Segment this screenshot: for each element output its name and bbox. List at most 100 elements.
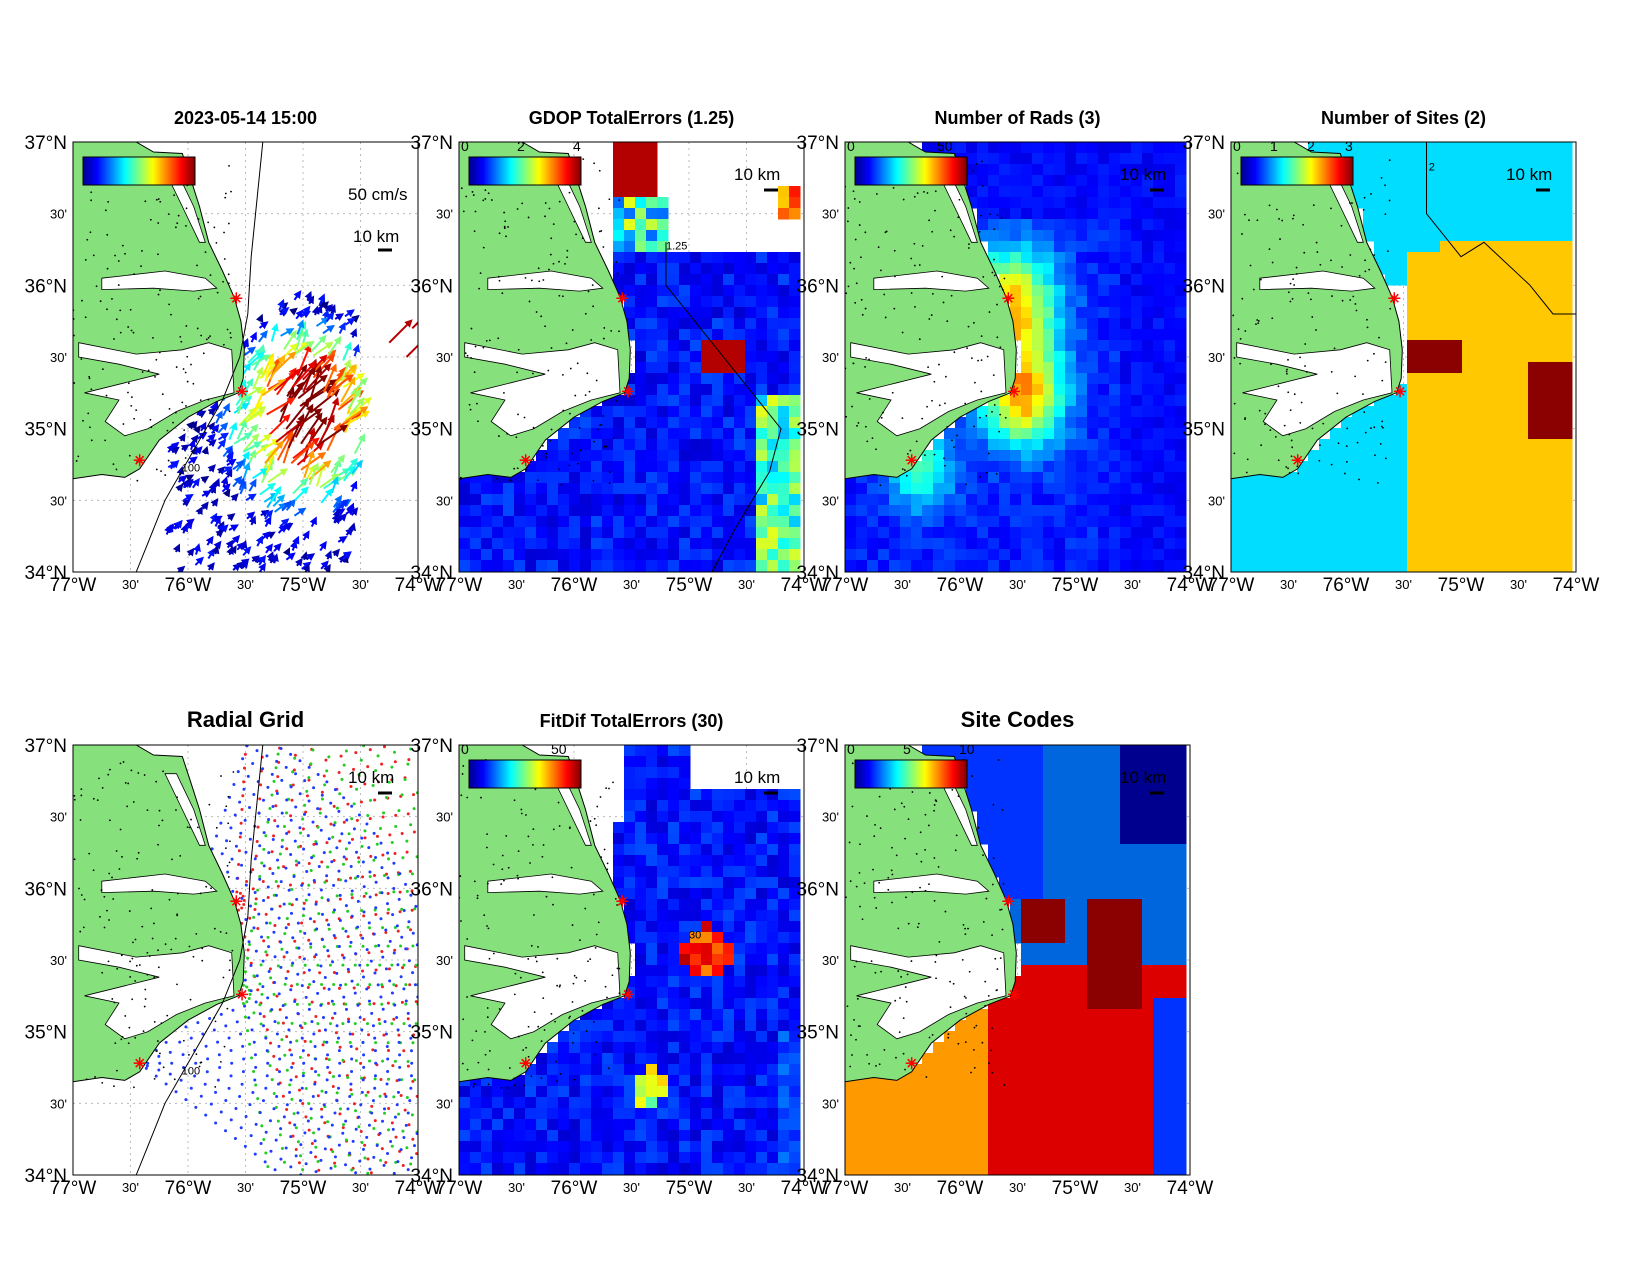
y-tick-label: 37°N: [1183, 133, 1225, 154]
colorbar-gradient: [854, 759, 968, 789]
x-tick-label: 30': [623, 577, 640, 592]
x-tick-label: 76°W: [1323, 575, 1370, 596]
scale-bar-label: 10 km: [348, 768, 394, 787]
colorbar-gradient: [1240, 156, 1354, 186]
isobath-100: [135, 745, 264, 1175]
x-tick-label: 75°W: [280, 1178, 327, 1199]
colorbar: 0 1 2 3: [1233, 138, 1354, 186]
colorbar-tick: 0: [461, 138, 469, 154]
colorbar-tick: 0: [461, 741, 469, 757]
x-tick-label: 77°W: [436, 575, 483, 596]
radar-site-marker: [133, 454, 146, 467]
panel-fitdif: 30 0 50 cm/s 10 km 77°W 30' 76°W 30' 75°W 30' 74°W 3…: [411, 693, 828, 1199]
y-tick-label: 35°N: [797, 1023, 839, 1044]
radar-site-marker: [1008, 385, 1021, 398]
shoreline-dots: [1232, 156, 1392, 484]
x-tick-labels: 77°W 30' 76°W 30' 75°W 30' 74°W: [436, 1178, 828, 1199]
axes-frame: [458, 744, 805, 1176]
x-tick-labels: 77°W 30' 76°W 30' 75°W 30' 74°W: [1208, 575, 1600, 596]
panel-title: Site Codes: [961, 707, 1075, 732]
colorbar: 0 5 10: [847, 741, 975, 789]
y-tick-label: 35°N: [25, 420, 67, 441]
current-vectors: [164, 290, 418, 572]
sound-0: [101, 270, 218, 292]
radar-site-marker: [1002, 895, 1015, 908]
y-tick-label: 37°N: [411, 133, 453, 154]
y-tick-label: 30': [436, 350, 453, 365]
x-tick-label: 76°W: [937, 575, 984, 596]
radar-sites: [133, 292, 249, 467]
x-tick-label: 74°W: [1553, 575, 1600, 596]
x-tick-label: 30': [352, 1180, 369, 1195]
panel-radgrid: 100 10 km 77°W 30' 76°W 30' 75°W 30' 74°W 37°N 30'…: [25, 707, 442, 1199]
radar-sites: [519, 895, 635, 1070]
colorbar-tick: 2: [517, 138, 525, 154]
x-tick-label: 75°W: [666, 1178, 713, 1199]
x-tick-label: 30': [1009, 577, 1026, 592]
sound-0: [873, 270, 990, 292]
colorbar-tick: 50: [937, 138, 953, 154]
colorbar-tick: 0: [1233, 138, 1241, 154]
x-tick-label: 77°W: [822, 1178, 869, 1199]
y-tick-labels: 37°N 30' 36°N 30' 35°N 30' 34°N: [797, 736, 839, 1187]
y-tick-label: 36°N: [1183, 276, 1225, 297]
axes-frame: [72, 744, 419, 1176]
y-tick-label: 30': [822, 207, 839, 222]
x-tick-label: 75°W: [666, 575, 713, 596]
x-tick-label: 74°W: [1167, 1178, 1214, 1199]
y-tick-labels: 37°N 30' 36°N 30' 35°N 30' 34°N: [25, 736, 67, 1187]
colorbar-tick: 3: [1345, 138, 1353, 154]
radar-site-marker: [1002, 292, 1015, 305]
x-tick-label: 30': [1280, 577, 1297, 592]
contour-label: 30: [689, 930, 701, 942]
x-tick-label: 30': [1124, 577, 1141, 592]
sound-1: [1236, 342, 1393, 437]
radar-site-marker: [236, 988, 249, 1001]
x-tick-label: 74°W: [781, 575, 828, 596]
panel-title: FitDif TotalErrors (30): [540, 711, 724, 731]
y-tick-label: 36°N: [411, 276, 453, 297]
panel-totals: 100 cm/s 50 cm/s 10 km 77°W 30' 76°W 30' 75°W 30'…: [25, 90, 442, 596]
scale-bar-label: 10 km: [734, 165, 780, 184]
colorbar: 0 50: [461, 741, 582, 789]
y-tick-label: 30': [436, 207, 453, 222]
x-tick-label: 76°W: [165, 575, 212, 596]
y-tick-label: 36°N: [797, 879, 839, 900]
isobath-label: 100: [182, 1066, 200, 1078]
x-tick-labels: 77°W 30' 76°W 30' 75°W 30' 74°W: [436, 575, 828, 596]
x-tick-label: 30': [894, 1180, 911, 1195]
scale-bar: 10 km: [734, 768, 780, 795]
colorbar-tick: 0: [847, 741, 855, 757]
radar-site-marker: [1394, 385, 1407, 398]
radar-sites: [1291, 292, 1407, 467]
scale-bar: 10 km: [1120, 165, 1166, 192]
radial-grid-site-1: [241, 745, 418, 1175]
sitecodes-raster: [845, 745, 1187, 1175]
y-tick-label: 30': [822, 810, 839, 825]
colorbar-tick: 2: [1307, 138, 1315, 154]
colorbar-unit: cm/s: [118, 90, 154, 109]
y-tick-label: 30': [822, 350, 839, 365]
x-tick-label: 77°W: [436, 1178, 483, 1199]
radar-site-marker: [230, 895, 243, 908]
colorbar-tick: 5: [903, 741, 911, 757]
map-area: 0 5 10 10 km: [845, 741, 1190, 1175]
y-tick-label: 30': [50, 953, 67, 968]
radar-site-marker: [622, 988, 635, 1001]
y-tick-label: 35°N: [411, 1023, 453, 1044]
scale-bar-label: 10 km: [1120, 768, 1166, 787]
colorbar-unit: cm/s: [504, 693, 540, 712]
radar-site-marker: [1008, 988, 1021, 1001]
sound-1: [850, 945, 1007, 1040]
colorbar: [82, 156, 196, 186]
y-tick-label: 30': [436, 810, 453, 825]
radar-sites: [905, 895, 1021, 1070]
sound-1: [78, 342, 235, 437]
radar-site-marker: [230, 292, 243, 305]
y-tick-label: 30': [1208, 350, 1225, 365]
y-tick-label: 37°N: [797, 736, 839, 757]
x-tick-label: 76°W: [165, 1178, 212, 1199]
map-area: 30 0 50 cm/s 10 km: [459, 693, 804, 1175]
